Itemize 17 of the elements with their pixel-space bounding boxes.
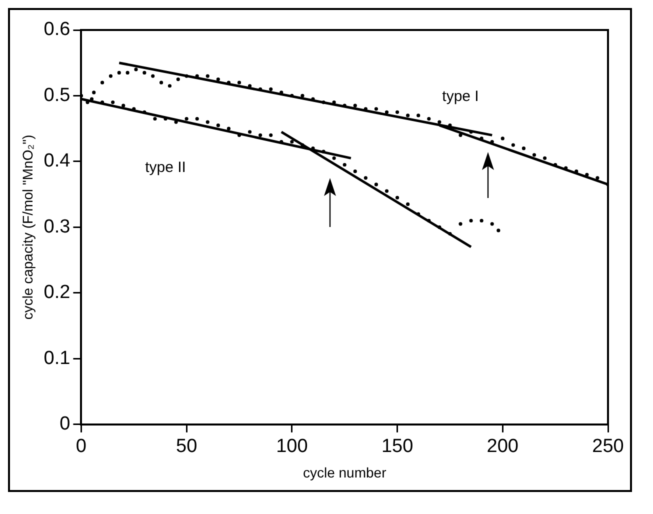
y-axis-title: cycle capacity (F/mol "MnO₂") — [19, 134, 36, 320]
x-tick-label: 150 — [381, 436, 414, 458]
y-tick-label: 0.4 — [44, 150, 71, 172]
x-tick-label: 50 — [176, 436, 198, 458]
x-tick-label: 250 — [592, 436, 624, 458]
y-tick-label: 0.6 — [44, 19, 70, 40]
x-tick-label: 0 — [76, 436, 86, 458]
y-tick-label: 0.3 — [44, 216, 70, 238]
annotation: type I — [442, 88, 479, 106]
x-axis-title: cycle number — [302, 464, 387, 480]
y-tick-label: 0.1 — [44, 348, 70, 369]
annotation: type II — [145, 159, 186, 176]
x-tick-label: 100 — [276, 436, 308, 458]
y-tick-label: 0.5 — [44, 84, 70, 106]
y-tick-label: 0 — [60, 414, 70, 435]
y-tick-label: 0.2 — [44, 282, 70, 304]
x-tick-label: 200 — [486, 436, 518, 458]
